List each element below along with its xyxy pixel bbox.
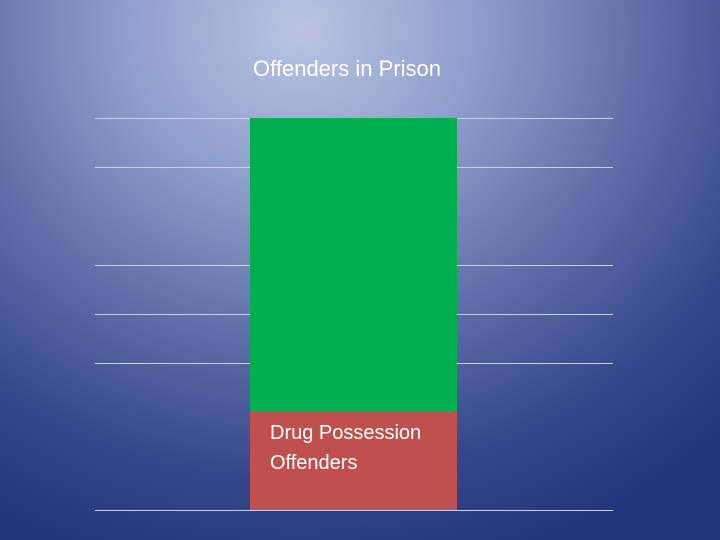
- chart-title: Offenders in Prison: [253, 56, 441, 81]
- segment-label-drug-possession: Drug Possession Offenders: [270, 422, 422, 474]
- bar-segment-drug-possession: [250, 412, 457, 510]
- bar-segment-other-offenders: [250, 118, 457, 412]
- bar-segments: [250, 118, 457, 510]
